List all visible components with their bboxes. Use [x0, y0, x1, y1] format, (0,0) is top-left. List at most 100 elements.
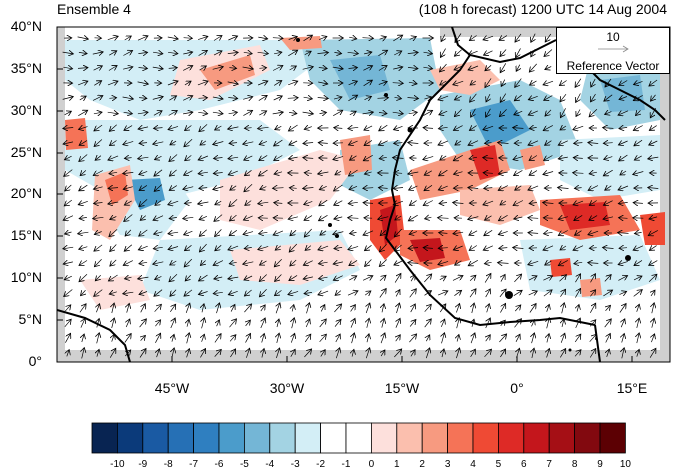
wind-vector [378, 112, 387, 113]
wind-vector [289, 141, 298, 145]
wind-vector [97, 349, 99, 357]
wind-vector [633, 95, 643, 100]
wind-vector [367, 318, 369, 328]
wind-vector [378, 66, 387, 71]
wind-vector [169, 217, 177, 218]
wind-vector [484, 230, 493, 235]
wind-vector [637, 333, 639, 344]
wind-vector [260, 261, 267, 265]
wind-vector [94, 259, 102, 266]
wind-vector [63, 215, 74, 221]
wind-vector [426, 335, 429, 342]
wind-vector [377, 98, 389, 99]
wind-vector [125, 229, 132, 236]
wind-vector [423, 67, 432, 69]
wind-vector [543, 81, 554, 85]
wind-vector [183, 96, 193, 101]
wind-vector [558, 260, 568, 265]
wind-vector [65, 184, 72, 191]
wind-vector [259, 288, 267, 297]
wind-vector [514, 305, 521, 312]
wind-vector [141, 304, 146, 313]
wind-vector [468, 51, 478, 55]
wind-vector [198, 172, 208, 174]
wind-vector [214, 349, 222, 357]
wind-vector [318, 172, 329, 174]
wind-vector [333, 156, 344, 159]
missing-data-top [440, 27, 670, 37]
wind-vector [454, 109, 462, 116]
wind-vector [304, 51, 311, 54]
wind-vector [137, 82, 149, 84]
wind-vector [154, 232, 163, 234]
wind-vector [321, 350, 325, 357]
wind-vector [318, 143, 328, 144]
wind-vector [245, 333, 251, 343]
wind-vector [558, 141, 568, 145]
wind-vector [184, 289, 193, 296]
wind-vector [303, 35, 313, 42]
wind-vector [561, 333, 565, 343]
wind-vector [304, 201, 313, 204]
wind-vector [125, 277, 132, 279]
wind-vector [513, 200, 524, 206]
wind-vector [606, 305, 611, 310]
wind-vector [124, 36, 132, 40]
colorbar-tick-label: 6 [521, 459, 527, 470]
wind-vector [649, 260, 658, 266]
lat-label-25n: 25°N [10, 144, 42, 160]
wind-vector [214, 334, 221, 343]
wind-vector [80, 170, 87, 175]
wind-vector [94, 244, 103, 251]
wind-vector [228, 98, 237, 99]
wind-vector [229, 199, 238, 206]
wind-vector [108, 156, 119, 160]
wind-vector [259, 141, 268, 144]
wind-vector [200, 349, 205, 358]
wind-vector [334, 247, 343, 248]
wind-vector [438, 186, 448, 190]
wind-vector [334, 52, 341, 53]
wind-vector [457, 318, 460, 329]
wind-vector [185, 245, 192, 250]
wind-vector [157, 349, 160, 358]
wind-vector [319, 319, 327, 328]
wind-vector [227, 52, 238, 53]
wind-vector [64, 111, 72, 115]
wind-vector [109, 292, 117, 294]
wind-vector [246, 348, 249, 358]
wind-vector [408, 214, 418, 221]
wind-vector [169, 169, 177, 176]
wind-vector [483, 246, 493, 250]
wind-vector [470, 81, 477, 85]
wind-vector [94, 232, 102, 235]
wind-vector [93, 217, 104, 218]
wind-vector [469, 157, 478, 159]
wind-vector [244, 289, 252, 296]
wind-vector [441, 34, 445, 41]
wind-vector [618, 141, 628, 145]
wind-vector [317, 98, 329, 99]
wind-vector [575, 318, 581, 329]
wind-vector [394, 244, 402, 251]
wind-vector [486, 335, 491, 342]
wind-vector [545, 261, 552, 265]
wind-vector [304, 216, 313, 221]
wind-vector [139, 229, 148, 236]
wind-vector [378, 50, 387, 57]
wind-vector [575, 78, 582, 88]
wind-vector [288, 37, 298, 40]
wind-vector [604, 157, 613, 160]
wind-vector [231, 304, 235, 312]
wind-vector [109, 98, 116, 99]
wind-vector [198, 112, 207, 113]
wind-vector [78, 201, 88, 204]
wind-vector [651, 290, 655, 297]
wind-vector [468, 66, 479, 70]
wind-vector [648, 274, 657, 282]
wind-vector [498, 185, 508, 191]
wind-vector [259, 111, 266, 115]
wind-vector [291, 333, 294, 343]
wind-vector [499, 36, 508, 41]
wind-vector [363, 188, 374, 189]
